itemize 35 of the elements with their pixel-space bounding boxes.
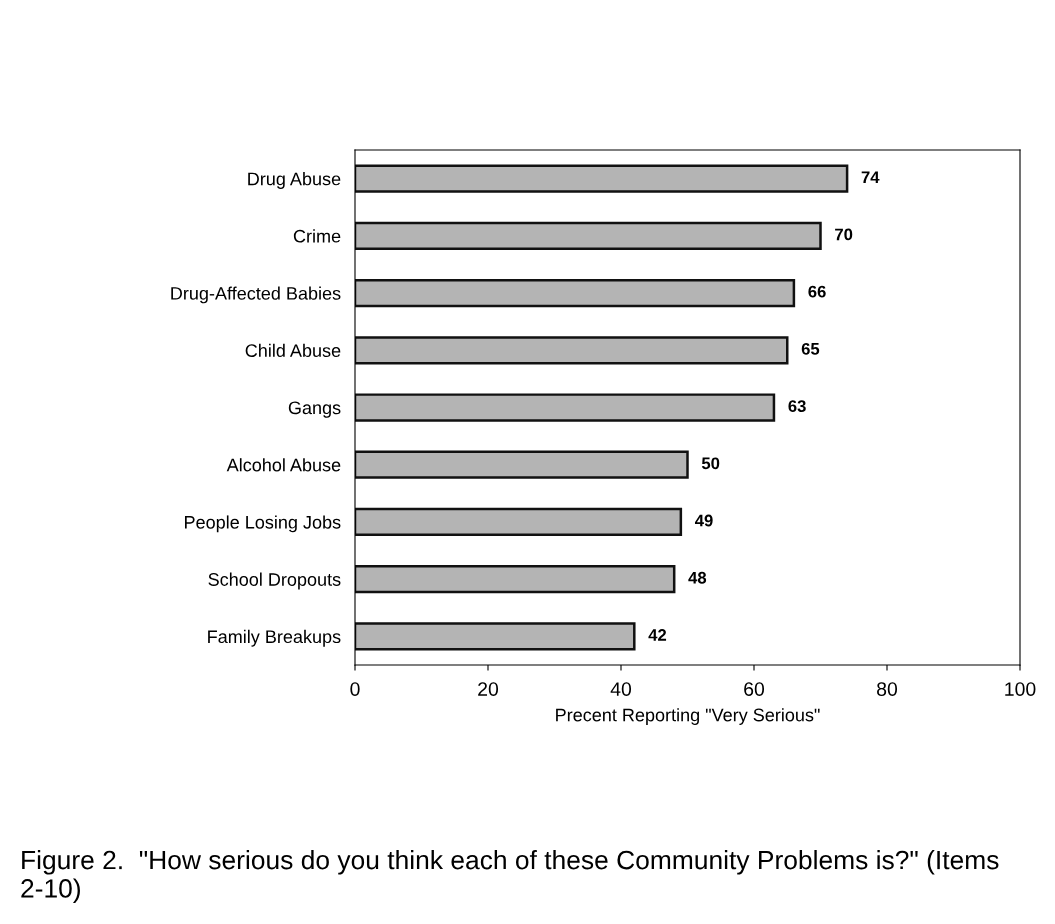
data-label: 66 [808, 285, 826, 298]
x-tick-label: 80 [877, 682, 898, 696]
y-tick-label: Gangs [288, 401, 341, 418]
y-tick-label: School Dropouts [208, 572, 341, 590]
y-tick-label: Drug-Affected Babies [171, 286, 341, 304]
bar [355, 164, 849, 193]
caption: Figure 2. "How serious do you think each of these Community Problems is?" (Items 2-10) [21, 850, 999, 904]
data-label: 50 [701, 457, 720, 470]
data-label: 65 [801, 342, 820, 355]
bar [355, 450, 689, 479]
y-tick-label: Family Breakups [208, 629, 341, 647]
bar [355, 565, 676, 594]
x-tick-label: 20 [478, 682, 499, 696]
data-label: 70 [835, 228, 853, 241]
y-tick-label: Alcohol Abuse [226, 458, 341, 472]
x-tick-label: 60 [744, 682, 765, 696]
y-tick-label: Drug Abuse [248, 172, 341, 189]
bar [355, 507, 683, 537]
data-label: 49 [694, 514, 713, 527]
data-label: 42 [648, 629, 667, 641]
x-tick-label: 100 [1005, 682, 1036, 696]
bar [355, 278, 796, 308]
x-tick-label: 40 [610, 682, 632, 696]
bar [355, 221, 822, 250]
y-tick-label: Child Abuse [245, 343, 341, 357]
y-tick-label: Crime [293, 229, 341, 243]
bar [355, 336, 789, 365]
data-label: 74 [861, 171, 880, 183]
bar [355, 622, 636, 651]
data-label: 48 [688, 571, 707, 584]
y-tick-label: People Losing Jobs [185, 515, 341, 533]
x-tick-label: 0 [350, 682, 360, 696]
data-label: 63 [788, 400, 806, 412]
bar [355, 393, 776, 422]
x-axis-title: Precent Reporting "Very Serious" [556, 708, 820, 725]
